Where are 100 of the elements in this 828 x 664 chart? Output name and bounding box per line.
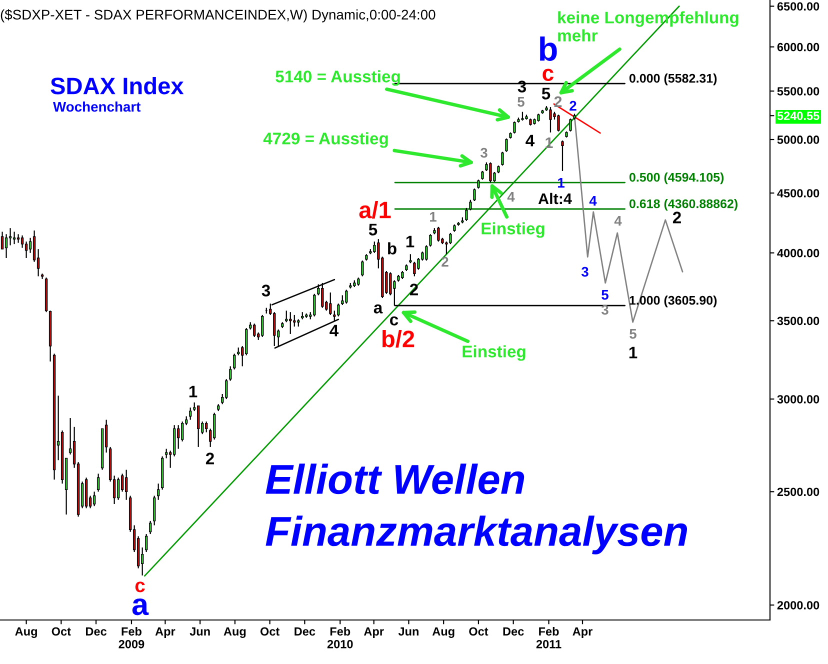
text: ($SDXP-XET - SDAX PERFORMANCEINDEX,W) Dynamic,0:00-24:00 bbox=[0, 9, 436, 22]
candlestick bbox=[253, 323, 256, 338]
y-tick-label: 5240.55 bbox=[777, 112, 820, 120]
annotation: Wochenchart bbox=[53, 102, 141, 112]
candlestick bbox=[24, 241, 28, 259]
annotation: a/1 bbox=[359, 200, 391, 219]
annotation: 5 bbox=[368, 224, 378, 236]
candlestick bbox=[156, 483, 160, 500]
annotation: 1 bbox=[430, 212, 436, 222]
y-tick-label: 5000.00 bbox=[777, 136, 820, 144]
x-tick-label: Jun bbox=[398, 627, 418, 636]
x-tick-label: Oct bbox=[469, 627, 488, 636]
x-tick-label: Feb 2009 bbox=[118, 626, 144, 648]
series-label: 0.500 (4594.105) bbox=[629, 172, 724, 184]
y-tick-label: 2000.00 bbox=[777, 601, 820, 610]
candlestick bbox=[413, 261, 416, 277]
candlestick bbox=[189, 407, 192, 420]
candlestick bbox=[561, 140, 564, 172]
y-tick-label: 6500.00 bbox=[777, 2, 820, 11]
candlestick bbox=[205, 421, 208, 433]
annotation: c bbox=[135, 582, 145, 592]
candlestick bbox=[152, 495, 156, 526]
candlestick bbox=[425, 244, 428, 262]
annotation: Alt:4 bbox=[538, 192, 572, 204]
candlestick bbox=[465, 207, 468, 222]
annotation: 4 bbox=[526, 134, 535, 146]
annotation: 2 bbox=[554, 96, 562, 107]
x-tick-label: Apr bbox=[155, 627, 176, 638]
x-tick-label: Apr bbox=[364, 627, 384, 638]
annotation: 5 bbox=[518, 97, 524, 107]
candlestick bbox=[449, 232, 452, 245]
y-tick-label: 3500.00 bbox=[777, 316, 820, 326]
y-tick-label: 6000.00 bbox=[777, 42, 820, 52]
annotation: 2 bbox=[206, 452, 214, 464]
candlestick bbox=[313, 293, 316, 317]
annotation: SDAX Index bbox=[50, 76, 184, 94]
candlestick bbox=[437, 226, 440, 242]
candlestick bbox=[469, 199, 472, 211]
candlestick bbox=[429, 234, 432, 248]
candlestick bbox=[213, 412, 216, 440]
y-tick-label: 2500.00 bbox=[777, 488, 820, 496]
candlestick bbox=[20, 234, 24, 248]
y-tick-label: 4500.00 bbox=[777, 189, 820, 198]
candlestick bbox=[501, 151, 504, 166]
annotation: 1 bbox=[189, 386, 198, 398]
candlestick bbox=[96, 473, 100, 492]
annotation: b bbox=[388, 242, 396, 254]
y-tick-label: 4000.00 bbox=[777, 248, 820, 258]
candlestick bbox=[389, 272, 392, 296]
x-tick-label: Oct bbox=[52, 627, 71, 636]
annotation: Elliott Wellen bbox=[266, 464, 524, 494]
annotation: c bbox=[542, 68, 554, 81]
y-tick-label: 3000.00 bbox=[777, 395, 820, 404]
annotation: 4 bbox=[507, 192, 515, 202]
annotation: 2 bbox=[672, 212, 681, 224]
candlestick bbox=[261, 314, 264, 338]
annotation: 3 bbox=[480, 148, 488, 158]
candlestick bbox=[569, 118, 572, 132]
candlestick bbox=[124, 469, 128, 500]
x-tick-label: Aug bbox=[15, 627, 37, 638]
candlestick bbox=[181, 421, 184, 442]
candlestick bbox=[225, 378, 228, 400]
annotation: 4 bbox=[330, 324, 339, 336]
annotation: 3 bbox=[262, 284, 270, 296]
candlestick bbox=[361, 260, 364, 277]
annotation: a bbox=[374, 304, 383, 314]
x-tick-label: Aug bbox=[432, 627, 454, 638]
annotation: 5 bbox=[602, 290, 608, 300]
candlestick bbox=[229, 366, 232, 382]
candlestick bbox=[489, 162, 492, 184]
annotation: Finanzmarktanalysen bbox=[266, 516, 688, 554]
candlestick bbox=[144, 533, 148, 553]
candlestick bbox=[285, 310, 288, 323]
candlestick bbox=[4, 234, 8, 259]
candlestick bbox=[473, 188, 476, 202]
x-tick-label: Feb 2011 bbox=[536, 626, 562, 648]
candlestick bbox=[293, 314, 296, 328]
annotation: 4 bbox=[614, 216, 622, 226]
annotation: a bbox=[132, 598, 149, 616]
annotation: c bbox=[390, 316, 398, 326]
series-label: 1.000 (3605.90) bbox=[630, 296, 717, 308]
candlestick bbox=[513, 120, 516, 134]
x-tick-label: Dec bbox=[86, 627, 107, 636]
annotation: 5140 = Ausstieg bbox=[276, 70, 400, 86]
candlestick bbox=[0, 231, 4, 250]
candlestick bbox=[557, 114, 560, 132]
annotation: 5 bbox=[542, 88, 550, 100]
candlestick bbox=[329, 292, 332, 316]
candlestick bbox=[549, 106, 552, 134]
annotation: b bbox=[540, 36, 557, 61]
annotation: b/2 bbox=[382, 330, 414, 348]
x-tick-label: Aug bbox=[224, 627, 246, 638]
annotation: 2 bbox=[570, 100, 576, 111]
annotation: 3 bbox=[581, 266, 588, 277]
candlestick bbox=[505, 138, 508, 152]
annotation: Einstieg bbox=[462, 345, 526, 361]
x-tick-label: Jun bbox=[190, 627, 210, 636]
candlestick bbox=[337, 303, 340, 317]
candlestick bbox=[12, 231, 16, 245]
annotation: 2 bbox=[442, 256, 448, 267]
